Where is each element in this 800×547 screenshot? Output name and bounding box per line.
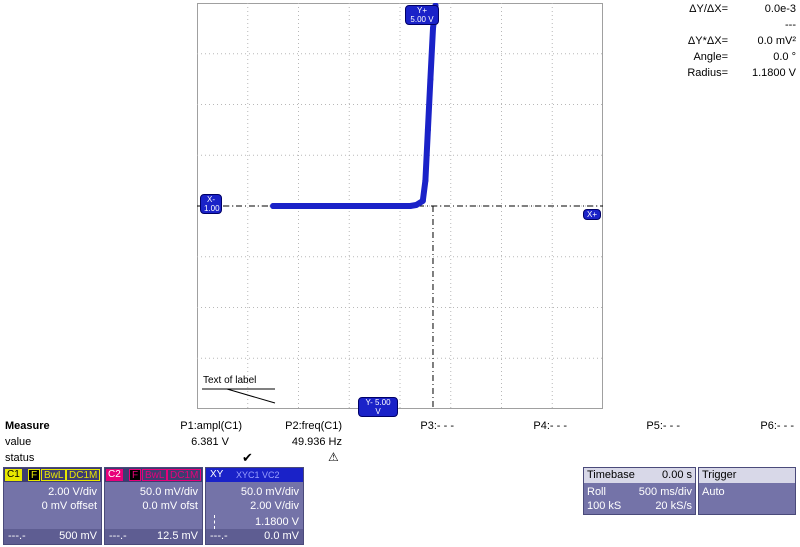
channel-c1-panel[interactable]: C1 F BwL DC1M 2.00 V/div 0 mV offset ---… — [3, 467, 102, 545]
xy-trace-point — [407, 203, 414, 209]
trigger-header: Trigger — [699, 468, 795, 483]
xy-foot-left: ---.- — [210, 530, 228, 542]
xy-trace-point — [429, 25, 436, 32]
c1-foot-right: 500 mV — [59, 530, 97, 542]
xy-trace-point — [270, 203, 277, 209]
timebase-mode: Roll — [587, 486, 606, 498]
c1-foot-left: ---.- — [8, 530, 26, 542]
xy-title: XYC1 VC2 — [236, 470, 280, 480]
c1-offset: 0 mV offset — [41, 500, 97, 512]
xy-panel[interactable]: XY XYC1 VC2 50.0 mV/div 2.00 V/div 1.180… — [205, 467, 304, 545]
plot-annotation-label[interactable]: Text of label — [203, 375, 257, 386]
xy-trace-line — [270, 3, 439, 209]
x-right-marker[interactable]: X+ — [583, 209, 601, 220]
timebase-samples: 100 kS — [587, 500, 622, 512]
xy-plot-area[interactable]: Text of label Y+ 5.00 V X- 1.00 X+ Y- 5.… — [197, 3, 603, 417]
c1-bwl-badge: BwL — [41, 469, 67, 481]
measure-title[interactable]: Measure — [5, 420, 50, 432]
xy-trace-point — [419, 197, 426, 204]
xy-line1: 50.0 mV/div — [240, 486, 299, 498]
c1-vdiv: 2.00 V/div — [48, 486, 97, 498]
c2-foot-right: 12.5 mV — [157, 530, 198, 542]
param-p1-name[interactable]: P1:ampl(C1) — [180, 420, 242, 432]
c2-offset: 0.0 mV ofst — [142, 500, 198, 512]
xy-trace-point — [397, 203, 403, 209]
param-p2-status-warning-icon: ⚠ — [328, 450, 339, 464]
timebase-delay: 0.00 s — [662, 469, 692, 481]
x-left-marker[interactable]: X- 1.00 — [200, 194, 222, 214]
timebase-panel[interactable]: Timebase 0.00 s Roll 500 ms/div 100 kS 2… — [583, 467, 696, 515]
xy-trace-point — [371, 203, 378, 209]
measure-row-status-label: status — [5, 452, 35, 464]
xy-name-badge: XY — [210, 469, 224, 480]
c2-foot-left: ---.- — [109, 530, 127, 542]
trigger-panel[interactable]: Trigger Auto — [698, 467, 796, 515]
c2-header: C2 F BwL DC1M — [105, 468, 202, 482]
c2-name-badge: C2 — [106, 469, 123, 481]
y-bottom-marker[interactable]: Y- 5.00 V — [358, 397, 398, 417]
xy-header: XY XYC1 VC2 — [206, 468, 303, 482]
timebase-header: Timebase 0.00 s — [584, 468, 695, 483]
param-p1-status-check-icon: ✔ — [242, 450, 253, 465]
param-p3-name[interactable]: P3:- - - — [420, 420, 454, 432]
channel-c2-panel[interactable]: C2 F BwL DC1M 50.0 mV/div 0.0 mV ofst --… — [104, 467, 203, 545]
label-leader-line — [226, 388, 276, 404]
timebase-tdiv: 500 ms/div — [638, 486, 692, 498]
c2-bwl-badge: BwL — [142, 469, 168, 481]
param-p6-name[interactable]: P6:- - - — [760, 420, 794, 432]
param-p2-value: 49.936 Hz — [291, 436, 342, 448]
xy-plot-svg — [197, 3, 603, 409]
c2-vdiv: 50.0 mV/div — [139, 486, 198, 498]
xy-trace-point — [427, 76, 434, 83]
xy-footer: ---.- 0.0 mV — [206, 529, 303, 544]
param-p1-value: 6.381 V — [191, 436, 229, 448]
param-p2-name[interactable]: P2:freq(C1) — [285, 420, 342, 432]
c2-f-badge: F — [129, 469, 142, 481]
y-top-marker[interactable]: Y+ 5.00 V — [405, 5, 439, 25]
timebase-title: Timebase — [587, 469, 635, 481]
timebase-rate: 20 kS/s — [655, 500, 692, 512]
c2-coupling-badge: DC1M — [167, 469, 202, 481]
xy-cursor-icon — [214, 515, 216, 529]
c1-footer: ---.- 500 mV — [4, 529, 101, 544]
trigger-mode: Auto — [702, 486, 725, 498]
xy-trace-point — [320, 203, 327, 209]
xy-line3: 1.1800 V — [254, 516, 299, 528]
xy-trace — [270, 3, 439, 209]
measure-row-value-label: value — [5, 436, 32, 448]
param-p5-name[interactable]: P5:- - - — [646, 420, 680, 432]
c1-header: C1 F BwL DC1M — [4, 468, 101, 482]
trigger-title: Trigger — [702, 469, 737, 481]
xy-trace-point — [422, 177, 429, 184]
xy-trace-point — [424, 126, 431, 133]
c1-coupling-badge: DC1M — [66, 469, 101, 481]
xy-line2: 2.00 V/div — [250, 500, 299, 512]
xy-foot-right: 0.0 mV — [264, 530, 299, 542]
cursor-lines — [197, 205, 603, 409]
c2-footer: ---.- 12.5 mV — [105, 529, 202, 544]
param-p4-name[interactable]: P4:- - - — [533, 420, 567, 432]
c1-f-badge: F — [28, 469, 41, 481]
xy-trace-point — [413, 201, 420, 208]
c1-name-badge: C1 — [5, 469, 22, 481]
